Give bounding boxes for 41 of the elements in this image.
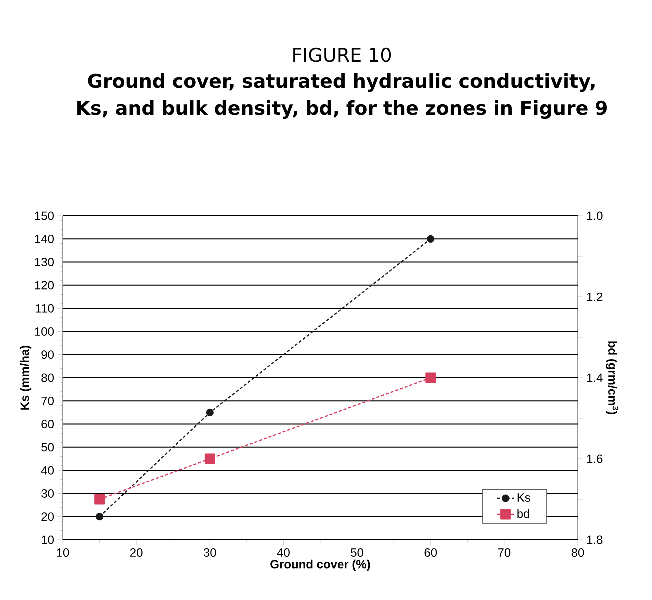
x-tick-label: 70 [498,548,511,558]
x-tick-label: 40 [277,548,290,558]
point [94,494,105,505]
y-tick-label: 110 [36,304,54,313]
chart-subtitle: Ground cover, saturated hydraulic conductivity, Ks, and bulk density, bd, for the zones in Figure 9 [78,74,608,120]
y2-tick-label: 1.4 [587,374,603,382]
x-tick-label: 60 [424,548,438,558]
y-tick-label: 20 [42,512,54,522]
x-tick-label: 50 [351,548,364,558]
y-tick-label: 40 [41,466,54,475]
y-axis-title: Ks (mm/ha) [20,346,32,410]
y2-tick-label: 1.0 [587,212,603,220]
y-tick-label: 90 [42,350,54,360]
y2-axis-title: bd (grm/cm$^{3}$) [606,342,619,415]
y-tick-label: 130 [35,258,54,267]
y-tick-label: 140 [35,234,54,244]
x-tick-label: 30 [204,548,216,558]
y-tick-label: 100 [35,327,54,336]
x-axis-title: Ground cover (%) [270,560,370,572]
y2-tick-label: 1.6 [587,454,603,464]
point [96,513,104,521]
y-tick-label: 60 [42,420,54,429]
point [204,454,216,464]
x-tick-label: 80 [572,548,584,558]
y2-tick-label: 1.2 [587,292,603,302]
y-tick-label: 70 [42,396,54,406]
y2-tick-label: 1.8 [587,536,603,544]
point [206,408,214,417]
y-tick-label: 150 [35,212,54,220]
y-tick-label: 30 [42,489,54,498]
chart-title: FIGURE 10 [294,48,392,62]
point [426,372,436,384]
point [427,235,435,243]
y-tick-label: 10 [42,536,54,544]
y-tick-label: 120 [35,281,54,290]
y-tick-label: 80 [42,374,54,382]
y-tick-label: 50 [42,443,54,452]
legend-label: bd [518,509,530,518]
x-tick-label: 10 [57,548,70,558]
legend-label: Ks [518,494,530,502]
x-tick-label: 20 [130,548,143,558]
